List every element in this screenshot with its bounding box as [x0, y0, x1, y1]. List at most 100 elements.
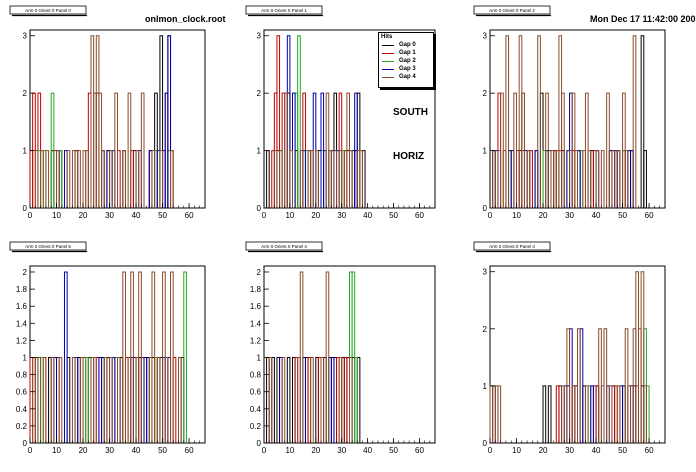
legend-item-gap-3: Gap 3 [382, 66, 430, 74]
panel-title-box [245, 5, 323, 15]
x-tick-label: 30 [105, 211, 114, 220]
y-tick-label: 3 [483, 268, 488, 277]
legend: Hits Gap 0 Gap 1 Gap 2 Gap 3 Gap 4 [378, 32, 434, 88]
panel-title: Arm 0 Orient 0 Panel 0 [25, 8, 71, 13]
legend-label: Gap 3 [399, 66, 416, 72]
histogram-bin [56, 150, 60, 208]
panel-title-box [473, 241, 551, 251]
histogram-bin [616, 150, 621, 208]
histogram-bin [177, 356, 182, 443]
histogram-bin [58, 356, 63, 443]
histogram-bin [521, 92, 525, 208]
x-tick-label: 40 [363, 446, 372, 455]
x-tick-label: 20 [539, 211, 548, 220]
x-tick-label: 60 [185, 211, 194, 220]
x-tick-label: 10 [52, 211, 61, 220]
x-tick-label: 0 [28, 446, 33, 455]
histogram-bin [571, 385, 576, 443]
histogram-bin [63, 271, 68, 443]
y-tick-label: 1.6 [16, 302, 28, 311]
legend-item-gap-1: Gap 1 [382, 50, 430, 58]
histogram-bin [359, 150, 363, 208]
panel-title-box [245, 241, 323, 251]
south-label: SOUTH [393, 107, 428, 118]
y-tick-label: 0 [483, 439, 488, 448]
x-tick-label: 40 [592, 446, 601, 455]
y-tick-label: 3 [483, 32, 488, 41]
histogram-panel: Arm 0 Orient 0 Panel 1 0 10 20 30 40 50 60 0 1 2 3 [245, 5, 436, 220]
y-tick-label: 2 [483, 325, 488, 334]
legend-label: Gap 0 [399, 42, 416, 48]
histogram-bin [122, 271, 126, 443]
legend-label: Gap 1 [399, 50, 416, 56]
legend-label: Gap 2 [399, 58, 416, 64]
histogram-bin [330, 356, 335, 443]
histogram-bin [338, 356, 343, 443]
histogram-bin [289, 150, 293, 208]
x-tick-label: 0 [488, 211, 493, 220]
y-tick-label: 0.6 [16, 388, 28, 397]
histogram-panel: Arm 0 Orient 0 Panel 0 0 10 20 30 40 50 60 0 1 2 3 [9, 5, 206, 220]
histogram-bin [547, 385, 552, 443]
histogram-bin [561, 385, 565, 443]
histogram-bin [310, 150, 314, 208]
histogram-bin [37, 356, 42, 443]
histogram-bin [114, 92, 118, 208]
histogram-bin [71, 150, 76, 208]
histogram-bin [297, 35, 301, 208]
histogram-bin [526, 150, 531, 208]
y-tick-label: 2 [257, 268, 262, 277]
x-tick-label: 20 [539, 446, 548, 455]
histogram-bin [627, 385, 632, 443]
histogram-bin [266, 150, 270, 208]
histogram-bin [122, 150, 126, 208]
y-tick-label: 2 [23, 89, 28, 98]
y-tick-label: 1 [257, 353, 262, 362]
histogram-bin [109, 150, 113, 208]
y-tick-label: 0.6 [250, 388, 262, 397]
y-tick-label: 1 [23, 353, 28, 362]
panel-title: Arm 0 Orient 0 Panel 4 [261, 244, 307, 249]
y-tick-label: 0.8 [250, 371, 262, 380]
histogram-bin [101, 150, 105, 208]
x-tick-label: 40 [132, 446, 141, 455]
histogram-bin [320, 356, 325, 443]
histogram-panel: Arm 0 Orient 0 Panel 3 0 10 20 30 40 50 60 0 1 2 3 [473, 241, 666, 455]
histogram-bin [640, 271, 645, 443]
y-tick-label: 0 [257, 439, 262, 448]
x-tick-label: 50 [158, 446, 167, 455]
histogram-bin [328, 150, 332, 208]
histogram-bin [611, 150, 616, 208]
y-tick-label: 0.8 [16, 371, 28, 380]
legend-label: Gap 4 [399, 74, 416, 80]
histogram-bin [151, 150, 156, 208]
histogram-bin [103, 356, 108, 443]
histogram-panel: Arm 0 Orient 0 Panel 5 0 10 20 30 40 50 60 0 0.2 0… [9, 241, 206, 455]
histogram-bin [77, 150, 81, 208]
histogram-bin [616, 385, 621, 443]
x-tick-label: 40 [592, 211, 601, 220]
histogram-bin [127, 92, 132, 208]
x-tick-label: 0 [488, 446, 493, 455]
y-tick-label: 0 [257, 204, 262, 213]
legend-item-gap-2: Gap 2 [382, 58, 430, 66]
x-tick-label: 10 [285, 211, 294, 220]
histogram-bin [276, 35, 281, 208]
x-tick-label: 50 [618, 211, 627, 220]
y-tick-label: 1.8 [16, 285, 28, 294]
histogram-bin [325, 271, 330, 443]
x-tick-label: 60 [645, 211, 654, 220]
histogram-bin [170, 271, 174, 443]
panel-title: Arm 0 Orient 0 Panel 3 [489, 244, 535, 249]
histogram-bin [93, 356, 97, 443]
y-tick-label: 1 [483, 382, 488, 391]
histogram-bin [50, 92, 55, 208]
histogram-bin [606, 92, 610, 208]
histogram-bin [600, 150, 605, 208]
histogram-bin [349, 356, 353, 443]
histogram-bin [85, 150, 89, 208]
histogram-bin [159, 150, 164, 208]
x-tick-label: 30 [565, 446, 574, 455]
y-tick-label: 1.4 [16, 319, 28, 328]
x-tick-label: 0 [28, 211, 33, 220]
